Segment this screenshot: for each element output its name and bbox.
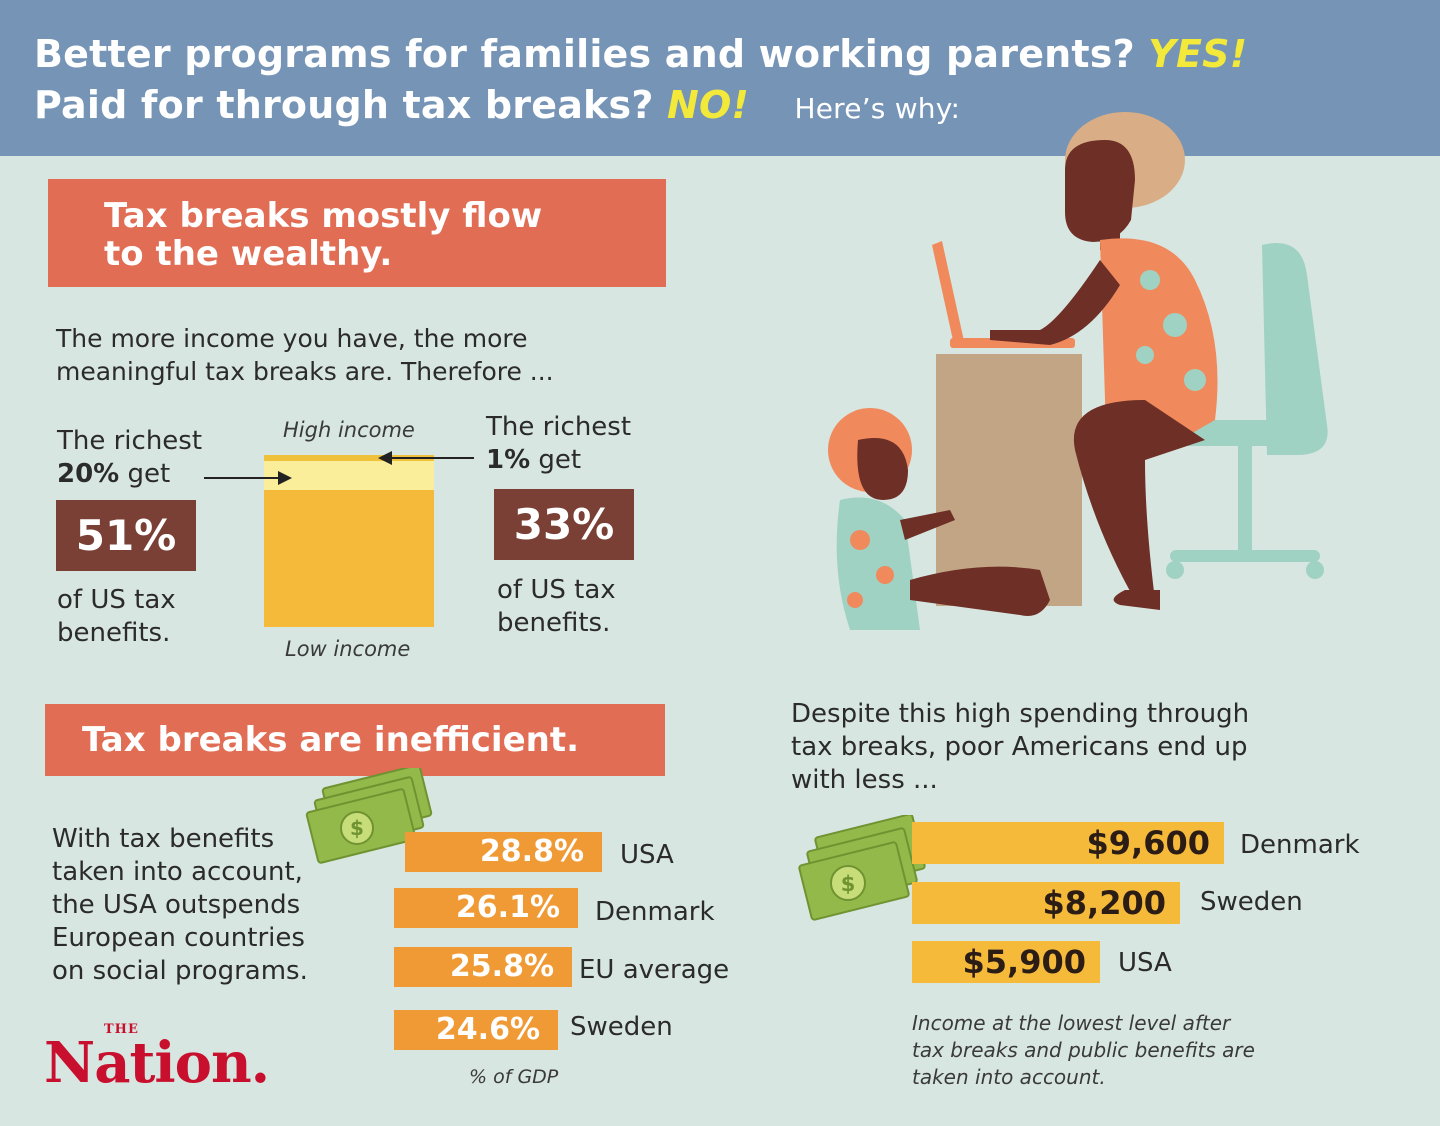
gdp-label-usa: USA: [620, 840, 674, 870]
chair-icon: [1166, 243, 1328, 579]
section-banner-inefficient: Tax breaks are inefficient.: [45, 704, 665, 776]
section-banner-inefficient-title: Tax breaks are inefficient.: [82, 720, 580, 760]
gdp-bar-usa: 28.8%: [405, 832, 602, 872]
arrow-20-head-icon: [278, 471, 292, 485]
headline-question-2: Paid for through tax breaks?: [34, 83, 654, 127]
income-top-1-segment: [264, 455, 434, 461]
section1-intro: The more income you have, the more meani…: [56, 322, 554, 388]
income-bar-usa: $5,900: [912, 941, 1100, 983]
income-note: Income at the lowest level after tax bre…: [912, 1010, 1255, 1091]
income-bar-denmark: $9,600: [912, 822, 1224, 864]
desk-icon: [936, 354, 1082, 606]
money-stack-icon: $: [305, 768, 433, 864]
income-note-line-3: taken into account.: [912, 1065, 1106, 1089]
stat-box-33: 33%: [494, 489, 634, 560]
stat-box-51: 51%: [56, 500, 196, 571]
mother-silhouette: [990, 112, 1218, 610]
richest-20-desc-line-1: of US tax: [57, 585, 176, 615]
richest-20-desc-line-2: benefits.: [57, 618, 171, 648]
headline-line-2: Paid for through tax breaks? NO! Here’s …: [34, 83, 960, 127]
income-note-line-1: Income at the lowest level after: [912, 1011, 1231, 1035]
gdp-bar-sweden: 24.6%: [394, 1010, 558, 1050]
richest-20-percent: 20%: [57, 459, 120, 489]
section2-line-4: European countries: [52, 923, 305, 953]
richest-1-percent: 1%: [486, 445, 531, 475]
richest-1-desc-line-1: of US tax: [497, 575, 616, 605]
arrow-1-line: [392, 457, 474, 459]
gdp-bar-eu: 25.8%: [394, 947, 572, 987]
richest-20-desc: of US tax benefits.: [57, 584, 176, 650]
richest-20-line-1: The richest: [57, 426, 203, 456]
child-silhouette: [828, 408, 1050, 630]
gdp-label-denmark: Denmark: [595, 897, 715, 927]
arrow-20-line: [204, 477, 278, 479]
section-banner-wealthy-title: Tax breaks mostly flow to the wealthy.: [104, 197, 644, 273]
section2-line-5: on social programs.: [52, 956, 308, 986]
section3-intro-line-2: tax breaks, poor Americans end up: [791, 732, 1248, 762]
low-income-label: Low income: [285, 637, 411, 661]
richest-1-line-1: The richest: [486, 412, 632, 442]
section3-intro-line-3: with less ...: [791, 765, 938, 795]
logo-name: Nation.: [44, 1030, 270, 1096]
section2-text: With tax benefits taken into account, th…: [52, 823, 308, 988]
gdp-label-eu: EU average: [579, 955, 730, 985]
income-note-line-2: tax breaks and public benefits are: [912, 1038, 1255, 1062]
mother-child-laptop-illustration: [828, 112, 1328, 630]
gdp-label-sweden: Sweden: [570, 1012, 673, 1042]
headline-suffix: Here’s why:: [794, 92, 961, 125]
richest-1-label: The richest 1% get: [486, 411, 631, 477]
money-stack-icon: $: [798, 815, 926, 921]
richest-20-label: The richest 20% get: [57, 425, 202, 491]
arrow-1-head-icon: [378, 451, 392, 465]
header-banner: Better programs for families and working…: [0, 0, 1440, 156]
income-label-sweden: Sweden: [1200, 887, 1303, 917]
headline-question-1: Better programs for families and working…: [34, 32, 1135, 76]
logo-the: THE: [104, 1022, 139, 1037]
high-income-label: High income: [283, 418, 415, 442]
section2-line-1: With tax benefits: [52, 824, 275, 854]
headline-answer-no: NO!: [667, 83, 750, 127]
section3-intro: Despite this high spending through tax b…: [791, 698, 1249, 797]
richest-20-get: get: [127, 459, 171, 489]
income-bar-sweden: $8,200: [912, 882, 1180, 924]
section-banner-wealthy: Tax breaks mostly flow to the wealthy.: [48, 179, 666, 287]
richest-1-desc: of US tax benefits.: [497, 574, 616, 640]
income-label-denmark: Denmark: [1240, 830, 1360, 860]
svg-text:$: $: [841, 872, 856, 896]
intro-line-2: meaningful tax breaks are. Therefore ...: [56, 357, 554, 386]
gdp-bar-denmark: 26.1%: [394, 888, 578, 928]
banner-line-2: to the wealthy.: [104, 234, 393, 274]
banner-line-1: Tax breaks mostly flow: [104, 196, 543, 236]
intro-line-1: The more income you have, the more: [56, 324, 528, 353]
headline-line-1: Better programs for families and working…: [34, 32, 1247, 76]
headline-answer-yes: YES!: [1148, 32, 1248, 76]
section3-intro-line-1: Despite this high spending through: [791, 699, 1250, 729]
richest-1-desc-line-2: benefits.: [497, 608, 611, 638]
svg-text:$: $: [350, 816, 364, 840]
section2-line-2: taken into account,: [52, 857, 303, 887]
richest-1-get: get: [538, 445, 582, 475]
section2-line-3: the USA outspends: [52, 890, 301, 920]
income-label-usa: USA: [1118, 948, 1172, 978]
gdp-note: % of GDP: [469, 1066, 559, 1088]
